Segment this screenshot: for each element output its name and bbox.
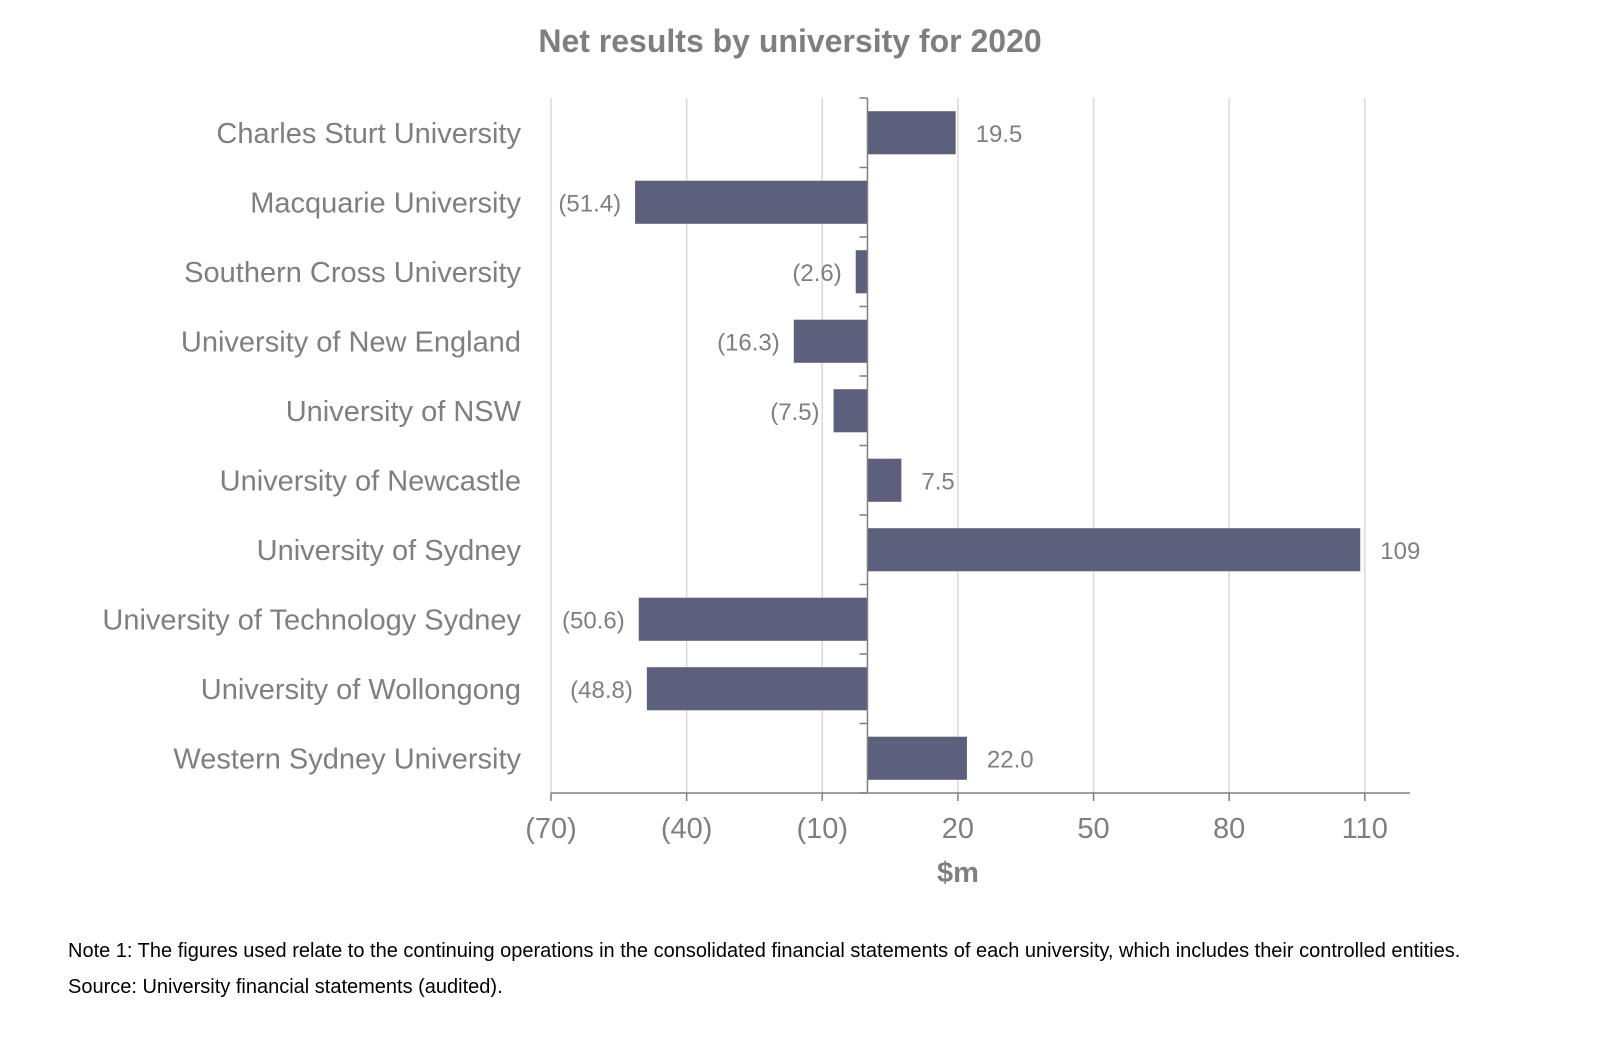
bar	[793, 319, 868, 363]
bar	[635, 180, 868, 224]
data-label: (7.5)	[770, 399, 819, 426]
x-tick-label: (70)	[525, 813, 577, 845]
category-label: University of Sydney	[257, 535, 522, 567]
bar	[646, 667, 868, 711]
footnotes: Note 1: The figures used relate to the c…	[68, 936, 1548, 1008]
x-tick-label: 20	[942, 813, 974, 845]
bars	[635, 111, 1361, 780]
x-axis-title: $m	[937, 857, 979, 889]
bar	[867, 111, 956, 155]
category-label: University of Technology Sydney	[102, 604, 521, 636]
net-results-bar-chart: Net results by university for 2020 (70)(…	[102, 23, 1420, 889]
bar	[867, 528, 1361, 572]
data-label: 19.5	[976, 121, 1023, 148]
x-tick-label: 50	[1077, 813, 1109, 845]
chart-title: Net results by university for 2020	[538, 23, 1041, 59]
x-tick-label: (10)	[796, 813, 848, 845]
data-label: 7.5	[921, 468, 954, 495]
data-label: (50.6)	[562, 607, 625, 634]
data-label: (48.8)	[570, 677, 633, 704]
category-label: Western Sydney University	[173, 743, 521, 775]
data-label: 22.0	[987, 746, 1034, 773]
source-note: Source: University financial statements …	[68, 976, 503, 998]
data-label: (51.4)	[558, 190, 621, 217]
labels: (70) (40) (10) 20 50 80 110 Charles Sturt Unive…	[102, 118, 1420, 845]
category-label: Macquarie University	[250, 187, 521, 219]
x-tick-label: 80	[1213, 813, 1245, 845]
data-label: 109	[1380, 538, 1420, 565]
category-label: Southern Cross University	[184, 257, 521, 289]
x-tick-label: (40)	[661, 813, 713, 845]
data-label: (2.6)	[792, 260, 841, 287]
category-label: University of Wollongong	[201, 674, 521, 706]
axes	[550, 97, 1410, 801]
category-label: University of NSW	[286, 396, 522, 428]
bar	[867, 458, 902, 502]
bar	[855, 250, 868, 294]
bar	[833, 389, 868, 433]
category-label: Charles Sturt University	[216, 118, 521, 150]
x-tick-label: 110	[1342, 813, 1388, 845]
data-label: (16.3)	[717, 329, 780, 356]
category-label: University of New England	[181, 326, 521, 358]
bar	[638, 597, 868, 641]
note-1: Note 1: The figures used relate to the c…	[68, 940, 1461, 962]
category-label: University of Newcastle	[220, 465, 521, 497]
bar	[867, 736, 967, 780]
